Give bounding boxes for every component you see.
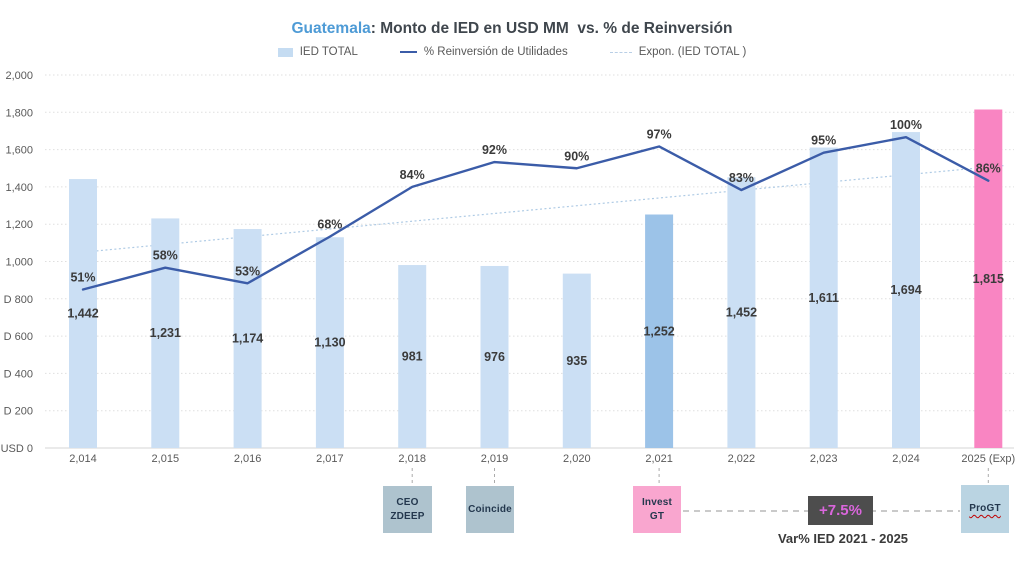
bar-2,015 xyxy=(151,218,180,448)
bar-2,023 xyxy=(809,147,838,448)
chart-title-rest: : Monto de IED en USD MM vs. % de Reinve… xyxy=(370,20,733,37)
y-axis-tick-label: D 400 xyxy=(4,368,33,380)
var-percent-value: +7.5% xyxy=(819,502,862,519)
bar-value-label: 1,231 xyxy=(150,326,181,340)
percent-label: 90% xyxy=(564,149,589,163)
percent-label: 100% xyxy=(890,118,922,132)
x-axis-tick-label: 2,016 xyxy=(234,453,262,465)
var-percent-badge: +7.5% xyxy=(808,496,873,525)
bar-value-label: 1,452 xyxy=(726,306,757,320)
legend-label: IED TOTAL xyxy=(299,46,358,58)
y-axis-tick-label: USD 0 xyxy=(1,443,33,455)
x-axis-tick-label: 2,014 xyxy=(69,453,97,465)
x-axis-tick-label: 2,023 xyxy=(810,453,838,465)
x-axis-tick-label: 2,015 xyxy=(152,453,180,465)
annotation-line: ZDEEP xyxy=(390,510,425,522)
x-axis-tick-label: 2,022 xyxy=(728,453,756,465)
annotation-box-coincide: Coincide xyxy=(466,486,514,533)
x-axis-tick-label: 2,024 xyxy=(892,453,920,465)
bar-2,020 xyxy=(562,273,591,448)
var-caption: Var% IED 2021 - 2025 xyxy=(777,531,909,546)
percent-label: 68% xyxy=(317,218,342,232)
bar-2,018 xyxy=(398,265,427,448)
percent-label: 83% xyxy=(729,171,754,185)
x-axis-tick-label: 2,021 xyxy=(645,453,673,465)
x-axis-tick-label: 2,019 xyxy=(481,453,509,465)
bar-value-label: 1,694 xyxy=(890,283,921,297)
x-axis-tick-label: 2025 (Exp) xyxy=(961,453,1015,465)
x-axis-tick-label: 2,018 xyxy=(398,453,426,465)
annotation-line: CEO xyxy=(396,496,419,508)
annotation-line: ProGT xyxy=(969,503,1001,514)
percent-label: 58% xyxy=(153,249,178,263)
y-axis-tick-label: 1,400 xyxy=(5,182,33,194)
percent-label: 92% xyxy=(482,143,507,157)
bar-2025 (Exp) xyxy=(974,109,1003,448)
y-axis-tick-label: 1,200 xyxy=(5,219,33,231)
annotation-line: Coincide xyxy=(468,503,512,515)
bar-2,019 xyxy=(480,265,509,448)
percent-label: 53% xyxy=(235,264,260,278)
percent-label: 86% xyxy=(976,162,1001,176)
annotation-line: GT xyxy=(649,510,665,522)
legend-label: % Reinversión de Utilidades xyxy=(423,46,568,58)
percent-label: 84% xyxy=(400,168,425,182)
percent-label: 97% xyxy=(647,127,672,141)
y-axis-tick-label: 2,000 xyxy=(5,70,33,82)
percent-label: 51% xyxy=(70,270,95,284)
annotation-box-ceo-zdeep: CEO ZDEEP xyxy=(383,486,432,533)
bar-2,017 xyxy=(315,237,344,448)
bar-2,024 xyxy=(892,132,920,448)
bar-value-label: 981 xyxy=(402,350,423,364)
percent-label: 95% xyxy=(811,134,836,148)
legend-label: Expon. (IED TOTAL ) xyxy=(638,46,747,58)
bar-2,021 xyxy=(645,214,674,448)
bar-2,014 xyxy=(69,179,97,448)
legend-item-ied-total: IED TOTAL xyxy=(277,46,358,58)
trendline-expon xyxy=(82,164,1006,253)
y-axis-tick-label: D 800 xyxy=(4,294,33,306)
bar-value-label: 1,252 xyxy=(643,324,674,338)
bar-value-label: 1,174 xyxy=(232,332,263,346)
y-axis-tick-label: 1,800 xyxy=(5,107,33,119)
annotation-box-progt: ProGT xyxy=(961,485,1009,533)
dashed-line-swatch-icon xyxy=(609,51,632,53)
chart-title: Guatemala: Monto de IED en USD MM vs. % … xyxy=(0,20,1024,38)
bar-value-label: 1,815 xyxy=(973,272,1004,286)
bar-2,016 xyxy=(233,229,262,448)
y-axis-tick-label: 1,000 xyxy=(5,257,33,269)
annotation-box-invest-gt: Invest GT xyxy=(633,486,681,533)
line-swatch-icon xyxy=(399,51,417,53)
legend-item-reinversion: % Reinversión de Utilidades xyxy=(399,46,568,58)
bar-value-label: 1,130 xyxy=(314,336,345,350)
bar-value-label: 935 xyxy=(566,354,587,368)
bar-value-label: 1,442 xyxy=(67,307,98,321)
chart-title-brand: Guatemala xyxy=(291,20,371,37)
legend-item-expon: Expon. (IED TOTAL ) xyxy=(609,46,747,58)
y-axis-tick-label: D 600 xyxy=(4,331,33,343)
chart-legend: IED TOTAL % Reinversión de Utilidades Ex… xyxy=(0,46,1024,58)
y-axis-tick-label: 1,600 xyxy=(5,145,33,157)
bar-value-label: 1,611 xyxy=(808,291,839,305)
x-axis-tick-label: 2,020 xyxy=(563,453,591,465)
bar-2,022 xyxy=(727,177,756,448)
annotation-line: Invest xyxy=(641,496,673,508)
bar-value-label: 976 xyxy=(484,350,505,364)
y-axis-tick-label: D 200 xyxy=(4,406,33,418)
bar-swatch-icon xyxy=(277,47,293,57)
reinversion-line xyxy=(81,135,990,291)
x-axis-tick-label: 2,017 xyxy=(316,453,344,465)
